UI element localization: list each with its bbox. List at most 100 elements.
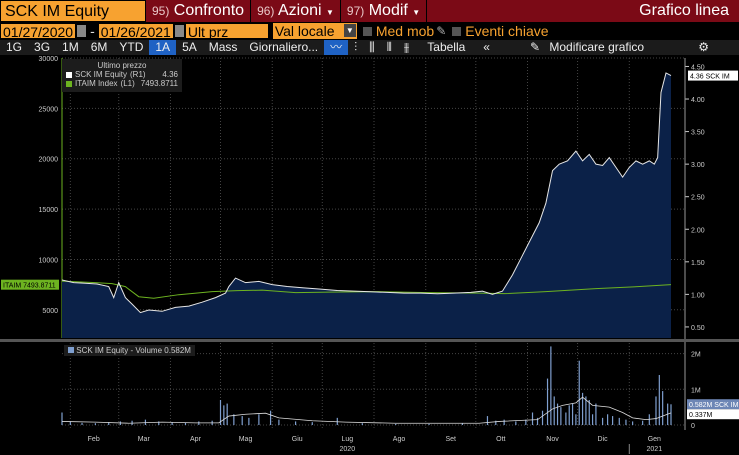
volume-bar xyxy=(642,420,644,425)
actions-label: Azioni xyxy=(277,2,322,19)
compare-label: Confronto xyxy=(173,2,245,19)
volume-bar xyxy=(525,419,527,425)
volume-bar xyxy=(184,422,187,425)
volume-bar xyxy=(108,422,110,425)
right-axis-tick: 2.50 xyxy=(691,195,705,202)
legend-swatch-index xyxy=(66,80,72,87)
x-axis-month: Gen xyxy=(648,436,661,443)
controls-bar: 01/27/2020 - 01/26/2021 Ult prz Val loca… xyxy=(0,22,739,40)
compare-button[interactable]: 95) Confronto xyxy=(146,0,252,22)
volume-bar xyxy=(670,404,672,425)
legend-index-name: ITAIM Index xyxy=(75,79,118,88)
volume-bar xyxy=(461,423,464,425)
volume-bar xyxy=(581,392,584,425)
volume-bar xyxy=(531,412,534,425)
volume-ma-badge xyxy=(687,409,739,420)
volume-bar xyxy=(575,414,577,425)
period-max[interactable]: Mass xyxy=(208,40,238,54)
volume-bar xyxy=(233,414,235,425)
volume-bar xyxy=(553,396,555,425)
line-chart-icon[interactable]: 〰 xyxy=(324,40,349,55)
volume-bar xyxy=(546,378,549,425)
volume-bar xyxy=(171,422,173,425)
x-axis-month: Ott xyxy=(496,436,505,443)
volume-bar xyxy=(625,419,627,425)
edit-chart-button[interactable]: ✎ Modificare grafico xyxy=(524,40,656,55)
legend-price-axis: (R1) xyxy=(130,70,146,79)
volume-axis-tick: 0 xyxy=(691,423,695,430)
price-line xyxy=(61,72,672,314)
period-3g[interactable]: 3G xyxy=(34,40,51,54)
right-axis-tick: 4.50 xyxy=(691,64,705,71)
modify-label: Modif xyxy=(368,2,408,19)
currency-select[interactable]: Val locale ▼ xyxy=(272,23,357,39)
right-axis-tick: 2.00 xyxy=(691,227,705,234)
bar-chart-icon[interactable]: ⫶ xyxy=(354,40,358,54)
frequency-select[interactable]: Giornaliero... xyxy=(249,40,319,54)
legend-index-value: 7493.8711 xyxy=(140,79,178,88)
calendar-icon[interactable] xyxy=(174,25,184,37)
ohlc-chart-icon[interactable]: ⫴ xyxy=(386,40,392,54)
volume-bar xyxy=(588,400,590,425)
candle-chart-icon[interactable]: ⫼ xyxy=(369,40,375,54)
field-input[interactable]: Ult prz xyxy=(184,23,269,40)
volume-bar xyxy=(541,410,544,425)
right-axis-tick: 1.00 xyxy=(691,292,705,299)
volume-bar xyxy=(361,423,363,425)
volume-axis-tick: 1M xyxy=(691,387,701,394)
table-button[interactable]: Tabella xyxy=(427,40,466,54)
period-5a[interactable]: 5A xyxy=(182,40,197,54)
price-chart[interactable]: 30000 25000 20000 15000 10000 5000 4.50 4.00 3.5… xyxy=(0,55,739,455)
collapse-icon[interactable]: « xyxy=(483,40,490,54)
price-area xyxy=(62,72,671,338)
period-6m[interactable]: 6M xyxy=(90,40,108,54)
period-1a[interactable]: 1A xyxy=(149,40,177,55)
actions-button[interactable]: 96) Azioni ▼ xyxy=(251,0,341,22)
date-from-input[interactable]: 01/27/2020 xyxy=(0,23,77,40)
volume-ma-label: 0.337M xyxy=(689,412,713,419)
period-1g[interactable]: 1G xyxy=(6,40,23,54)
volume-bar xyxy=(595,403,597,425)
calendar-icon[interactable] xyxy=(77,25,87,37)
ticker-input[interactable]: SCK IM Equity xyxy=(0,0,146,22)
pencil-icon[interactable]: ✎ xyxy=(436,24,447,38)
volume-bar xyxy=(606,414,609,425)
legend-swatch-volume xyxy=(68,347,74,353)
left-axis-tick: 25000 xyxy=(39,106,59,113)
currency-value: Val locale xyxy=(274,23,335,39)
volume-bar xyxy=(578,360,580,425)
period-1m[interactable]: 1M xyxy=(62,40,79,54)
gear-icon[interactable]: ⚙ xyxy=(698,40,709,54)
date-to-input[interactable]: 01/26/2021 xyxy=(97,23,174,40)
volume-bar xyxy=(219,400,222,425)
x-axis-month: Ago xyxy=(393,436,406,443)
left-axis-tick: 15000 xyxy=(39,207,59,214)
moving-avg-checkbox[interactable] xyxy=(362,26,372,36)
last-price-badge xyxy=(688,70,738,81)
legend-swatch-price xyxy=(66,71,72,78)
volume-bar xyxy=(658,375,660,425)
volume-bar xyxy=(591,414,594,425)
modify-button[interactable]: 97) Modif ▼ xyxy=(341,0,428,22)
key-events-checkbox[interactable] xyxy=(452,26,462,36)
volume-bar xyxy=(269,410,272,425)
left-axis-tick: 5000 xyxy=(42,308,58,315)
x-axis-month: Apr xyxy=(190,436,202,443)
hl-chart-icon[interactable]: ⫵ xyxy=(403,40,410,54)
period-ytd[interactable]: YTD xyxy=(119,40,144,54)
x-axis-year: 2021 xyxy=(647,446,663,453)
left-axis-tick: 20000 xyxy=(39,157,59,164)
x-axis-month: Feb xyxy=(88,436,100,443)
actions-number: 96) xyxy=(257,4,275,18)
x-axis-month: Dic xyxy=(598,436,609,443)
volume-bar xyxy=(311,422,313,425)
right-axis-tick: 4.00 xyxy=(691,97,705,104)
volume-bar xyxy=(550,346,552,425)
volume-bar xyxy=(94,423,96,425)
volume-bar xyxy=(486,416,489,425)
volume-bar xyxy=(601,417,604,425)
volume-legend-label: SCK IM Equity - Volume 0.582M xyxy=(76,346,191,355)
volume-bar xyxy=(618,417,620,425)
right-axis-tick: 3.50 xyxy=(691,130,705,137)
right-axis-tick: 3.00 xyxy=(691,162,705,169)
